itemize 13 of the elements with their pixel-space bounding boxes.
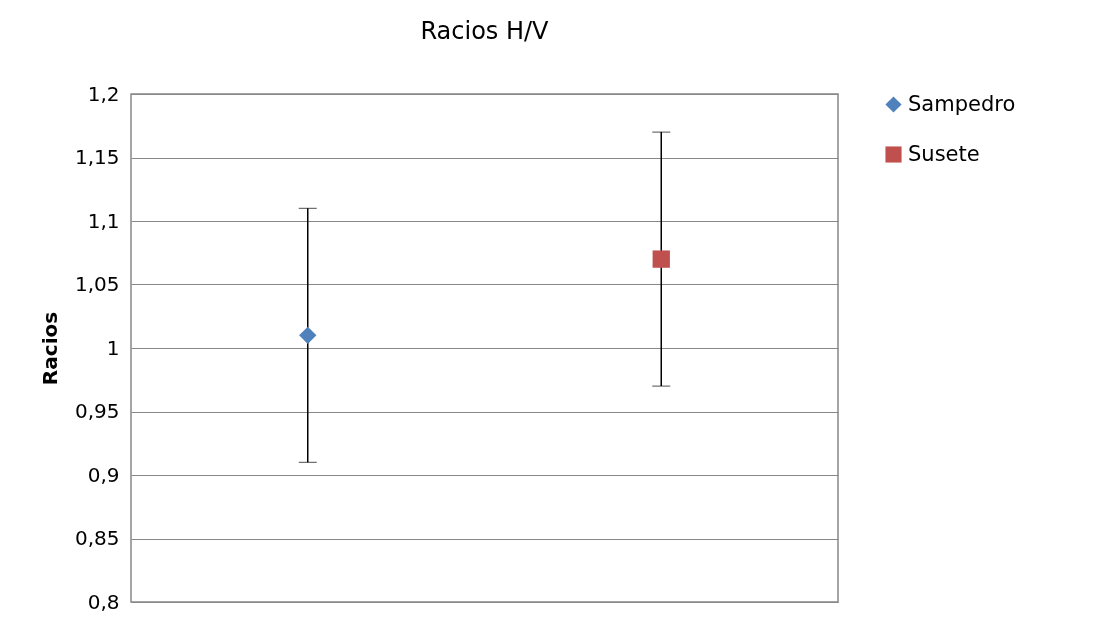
y-tick-label: 0,8 (87, 589, 120, 614)
y-tick-label: 1,05 (74, 272, 120, 296)
legend-label: Susete (908, 141, 980, 166)
chart-title: Racios H/V (420, 17, 550, 45)
y-tick-label: 0,95 (74, 399, 120, 423)
y-tick-label: 1 (106, 335, 120, 360)
y-tick-label: 1,1 (87, 208, 120, 233)
legend-label: Sampedro (908, 91, 1016, 116)
y-tick-label: 1,15 (74, 145, 120, 169)
y-tick-label: 1,2 (87, 81, 120, 106)
y-tick-label: 0,85 (74, 526, 120, 550)
y-axis-title: Racios (37, 311, 62, 386)
y-tick-label: 0,9 (87, 462, 120, 487)
